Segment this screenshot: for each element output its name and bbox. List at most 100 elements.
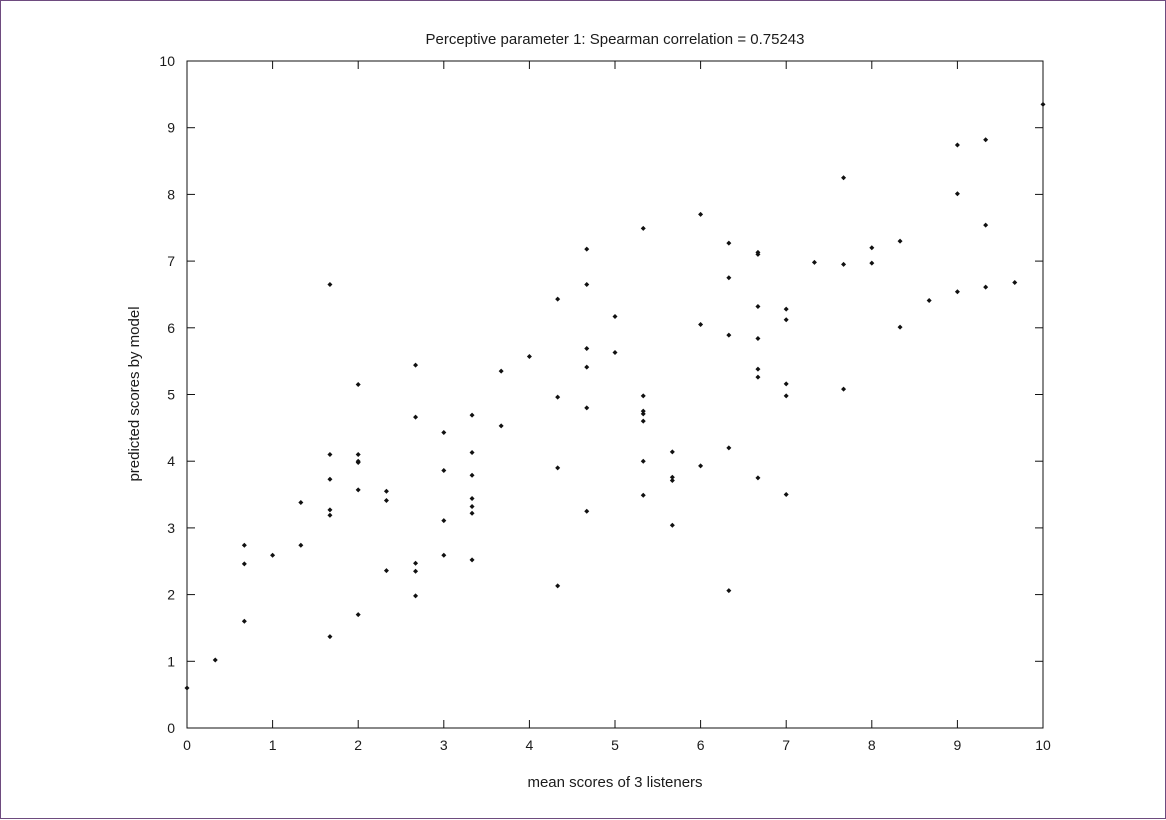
data-point xyxy=(783,306,789,312)
data-point xyxy=(783,393,789,399)
data-point xyxy=(669,478,675,484)
x-tick-label: 5 xyxy=(611,737,619,753)
data-point xyxy=(584,246,590,252)
y-tick-label: 1 xyxy=(167,653,175,669)
y-tick-label: 8 xyxy=(167,186,175,202)
data-point xyxy=(954,289,960,295)
data-point xyxy=(584,281,590,287)
data-point xyxy=(926,297,932,303)
data-point xyxy=(270,552,276,558)
data-point xyxy=(441,518,447,524)
data-point xyxy=(584,405,590,411)
data-point xyxy=(726,240,732,246)
data-point xyxy=(413,414,419,420)
data-point xyxy=(469,412,475,418)
data-point xyxy=(469,510,475,516)
x-tick-label: 0 xyxy=(183,737,191,753)
data-point xyxy=(726,445,732,451)
data-point xyxy=(355,452,361,458)
data-point xyxy=(841,175,847,181)
data-point xyxy=(640,458,646,464)
x-tick-label: 9 xyxy=(954,737,962,753)
data-point xyxy=(413,568,419,574)
data-point xyxy=(241,561,247,567)
data-point xyxy=(413,560,419,566)
x-axis-ticks: 0 1 2 3 4 5 6 7 8 9 10 xyxy=(183,61,1051,753)
chart-title: Perceptive parameter 1: Spearman correla… xyxy=(426,31,805,48)
data-point xyxy=(498,423,504,429)
data-point xyxy=(869,245,875,251)
data-point xyxy=(383,568,389,574)
data-point xyxy=(355,487,361,493)
data-point xyxy=(755,374,761,380)
data-point xyxy=(954,191,960,197)
data-point xyxy=(184,685,190,691)
data-point xyxy=(355,381,361,387)
data-point xyxy=(413,362,419,368)
y-tick-label: 7 xyxy=(167,253,175,269)
data-point xyxy=(241,618,247,624)
data-point xyxy=(584,345,590,351)
data-point xyxy=(298,542,304,548)
data-point xyxy=(640,225,646,231)
data-point xyxy=(698,211,704,217)
data-point xyxy=(555,465,561,471)
data-point xyxy=(783,381,789,387)
data-point xyxy=(327,634,333,640)
x-tick-label: 3 xyxy=(440,737,448,753)
x-tick-label: 10 xyxy=(1035,737,1051,753)
data-point xyxy=(355,458,361,464)
data-point xyxy=(327,512,333,518)
data-point xyxy=(783,492,789,498)
x-tick-label: 7 xyxy=(782,737,790,753)
data-point xyxy=(413,593,419,599)
data-point xyxy=(755,475,761,481)
data-point xyxy=(383,488,389,494)
data-point xyxy=(1012,279,1018,285)
data-point xyxy=(612,349,618,355)
data-point xyxy=(783,317,789,323)
data-point xyxy=(355,612,361,618)
data-point xyxy=(869,260,875,266)
data-point xyxy=(327,476,333,482)
y-tick-label: 4 xyxy=(167,453,175,469)
x-tick-label: 2 xyxy=(354,737,362,753)
data-point xyxy=(897,238,903,244)
y-tick-label: 6 xyxy=(167,320,175,336)
data-point xyxy=(441,468,447,474)
data-point xyxy=(584,364,590,370)
data-point xyxy=(640,393,646,399)
data-point xyxy=(640,411,646,417)
data-point xyxy=(755,366,761,372)
y-tick-label: 5 xyxy=(167,387,175,403)
x-axis-label: mean scores of 3 listeners xyxy=(527,774,702,791)
data-point xyxy=(555,583,561,589)
y-tick-label: 3 xyxy=(167,520,175,536)
data-point xyxy=(726,275,732,281)
data-point xyxy=(441,552,447,558)
data-point xyxy=(469,472,475,478)
data-point xyxy=(469,504,475,510)
x-tick-label: 8 xyxy=(868,737,876,753)
x-tick-label: 6 xyxy=(697,737,705,753)
data-point xyxy=(811,259,817,265)
y-tick-label: 10 xyxy=(159,53,175,69)
data-point xyxy=(669,522,675,528)
data-point xyxy=(212,657,218,663)
y-tick-label: 9 xyxy=(167,120,175,136)
data-point xyxy=(241,542,247,548)
data-point xyxy=(327,452,333,458)
data-point xyxy=(640,408,646,414)
data-point xyxy=(469,557,475,563)
data-point xyxy=(469,496,475,502)
data-point xyxy=(584,508,590,514)
data-point xyxy=(555,394,561,400)
data-point xyxy=(383,498,389,504)
data-point xyxy=(983,137,989,143)
data-point xyxy=(669,449,675,455)
data-point xyxy=(640,418,646,424)
data-point xyxy=(726,588,732,594)
x-tick-label: 1 xyxy=(269,737,277,753)
